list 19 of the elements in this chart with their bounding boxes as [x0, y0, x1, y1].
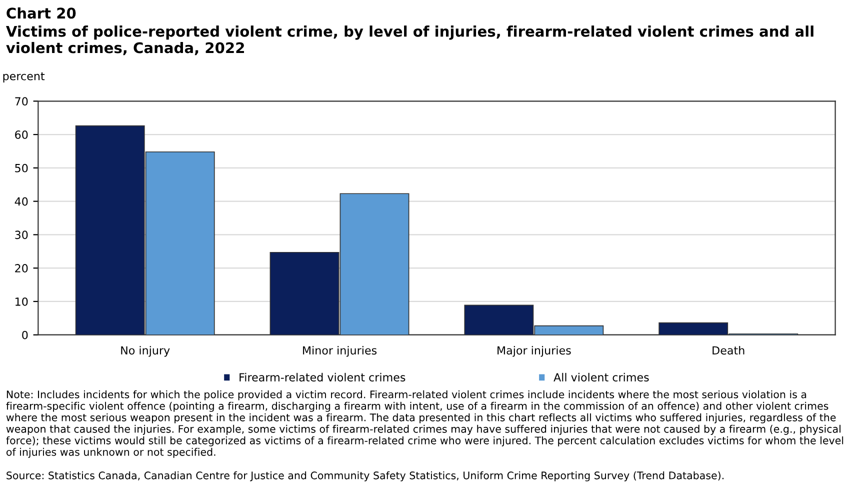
legend-label: All violent crimes	[554, 372, 649, 382]
y-tick-label: 0	[22, 330, 28, 340]
x-tick-label: Death	[712, 346, 744, 355]
y-tick-label: 60	[15, 130, 28, 139]
legend-label: Firearm-related violent crimes	[240, 372, 406, 382]
x-tick-label: Minor injuries	[303, 346, 377, 357]
y-tick-label: 20	[15, 264, 28, 272]
y-tick-label: 40	[14, 197, 28, 206]
y-tick-label: 10	[16, 297, 28, 306]
text: Note: Includes incidents for which the police provided a victim record. Firearm-related violent crimes include incidents where the most serious violation is a firearm-specific violent offence (pointing a firearm, discharging a firearm with intent, use of a firearm in the commission of an offence) and other violent crimes where the most serious weapon present in the incident was a firearm. The data presented in this chart reflects all victims who suffered injuries, regardless of the weapon that caused the injuries. For example, some victims of firearm-related crimes may have suffered injuries that were not caused by a firearm (e.g., physical force); these victims would still be categorized as victims of a firearm-related crime who were injured. The percent calculation excludes victims for whom the level of injuries was unknown or not specified.	[6, 390, 844, 458]
y-tick-label: 70	[15, 97, 28, 106]
y-tick-label: 50	[15, 164, 28, 172]
x-tick-label: No injury	[121, 346, 170, 357]
source-note: Source: Statistics Canada, Canadian Centre for Justice and Community Safety Statistics, Uniform Crime Reporting Survey (Trend Database).	[6, 471, 724, 482]
x-tick-label: Major injuries	[498, 346, 571, 357]
y-axis-title: percent	[3, 72, 45, 82]
chart-subtitle: Victims of police-reported violent crime, by level of injuries, firearm-related violent crimes and all violent crimes, Canada, 2022	[6, 26, 814, 56]
chart-title: Chart 20	[6, 7, 76, 19]
y-tick-label: 30	[15, 230, 28, 240]
